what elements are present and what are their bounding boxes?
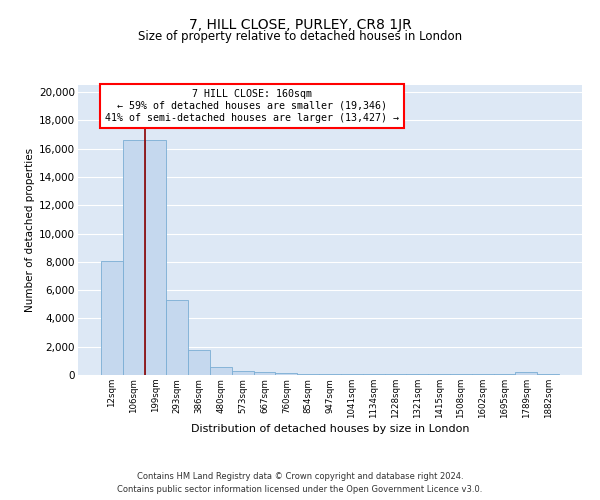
Bar — [537, 374, 559, 375]
Text: 7 HILL CLOSE: 160sqm
← 59% of detached houses are smaller (19,346)
41% of semi-d: 7 HILL CLOSE: 160sqm ← 59% of detached h… — [105, 90, 399, 122]
Bar — [297, 374, 319, 375]
Bar — [515, 372, 537, 375]
Bar — [494, 374, 515, 375]
Text: 7, HILL CLOSE, PURLEY, CR8 1JR: 7, HILL CLOSE, PURLEY, CR8 1JR — [188, 18, 412, 32]
Bar — [406, 374, 428, 375]
Bar — [188, 350, 210, 375]
Bar — [385, 374, 406, 375]
Bar — [166, 300, 188, 375]
Bar — [319, 374, 341, 375]
Y-axis label: Number of detached properties: Number of detached properties — [25, 148, 35, 312]
Bar — [232, 371, 254, 375]
Bar — [341, 374, 363, 375]
Text: Size of property relative to detached houses in London: Size of property relative to detached ho… — [138, 30, 462, 43]
Bar — [254, 372, 275, 375]
Bar — [472, 374, 494, 375]
X-axis label: Distribution of detached houses by size in London: Distribution of detached houses by size … — [191, 424, 469, 434]
Bar — [363, 374, 385, 375]
Bar — [450, 374, 472, 375]
Text: Contains HM Land Registry data © Crown copyright and database right 2024.
Contai: Contains HM Land Registry data © Crown c… — [118, 472, 482, 494]
Bar — [428, 374, 450, 375]
Bar — [101, 261, 123, 375]
Bar — [145, 140, 166, 375]
Bar — [210, 366, 232, 375]
Bar — [275, 373, 297, 375]
Bar — [123, 140, 145, 375]
